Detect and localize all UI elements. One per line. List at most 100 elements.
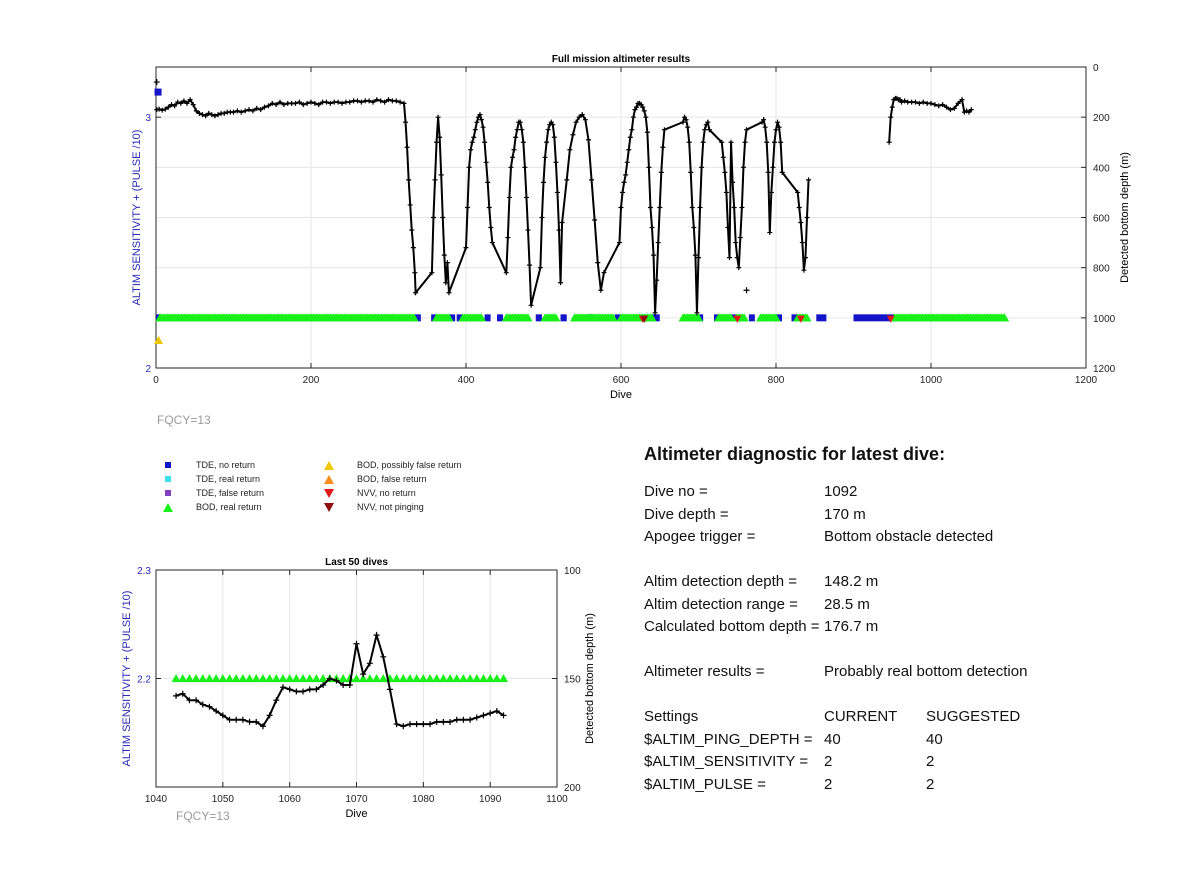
depth-point: [697, 204, 703, 210]
depth-point: [654, 277, 660, 283]
depth-point: [771, 139, 777, 145]
altim-marker-bod-real: [352, 674, 361, 683]
depth-point: [440, 215, 446, 220]
depth-point: [799, 240, 805, 246]
depth-point: [221, 110, 227, 116]
x-tick-label: 1080: [412, 794, 435, 805]
dive-no-label: Dive no =: [644, 483, 708, 500]
depth-point: [730, 179, 736, 185]
altim-marker-bod-real: [285, 674, 295, 683]
setting-row-ping-depth: $ALTIM_PING_DEPTH = 40 40: [644, 729, 1164, 752]
depth-point: [212, 113, 218, 119]
depth-point: [400, 723, 407, 730]
depth-point: [683, 117, 689, 123]
depth-point: [733, 240, 739, 246]
depth-point: [429, 270, 435, 276]
top-chart-xlabel: Dive: [610, 389, 632, 401]
depth-point: [437, 134, 443, 140]
y-right-tick-label: 800: [1093, 264, 1110, 275]
altim-marker-bod-real: [472, 674, 482, 683]
depth-point: [412, 270, 418, 276]
altim-marker-bod-real: [204, 674, 214, 683]
depth-point: [206, 110, 212, 116]
depth-point: [700, 139, 706, 145]
legend-label: NVV, no return: [357, 488, 416, 498]
depth-point: [193, 108, 199, 114]
depth-point: [696, 255, 701, 261]
depth-point: [649, 225, 655, 231]
depth-point: [647, 204, 653, 210]
depth-point: [186, 697, 193, 704]
depth-point: [508, 164, 514, 170]
depth-point: [644, 129, 650, 135]
depth-point: [465, 204, 471, 210]
dive-no-value: 1092: [824, 483, 858, 500]
altim-marker-tde-no-return: [652, 314, 660, 322]
depth-point: [740, 164, 746, 170]
depth-point: [595, 260, 601, 266]
depth-point: [541, 179, 546, 185]
depth-point: [765, 169, 771, 175]
altim-marker-bod-real: [465, 674, 475, 683]
altim-marker-bod-real: [551, 313, 561, 322]
setting-name: $ALTIM_PING_DEPTH =: [644, 730, 813, 748]
depth-point: [570, 132, 576, 138]
altim-detection-range-label: Altim detection range =: [644, 595, 798, 613]
depth-point: [347, 99, 353, 105]
altim-marker-tde-no-return: [614, 314, 621, 322]
depth-point: [190, 102, 196, 108]
depth-point: [795, 189, 801, 195]
depth-point: [723, 189, 729, 195]
depth-point: [293, 100, 298, 106]
depth-point: [539, 215, 545, 220]
bottom-chart: Last 50 dives Dive ALTIM SENSITIVITY + (…: [121, 557, 596, 820]
legend-label: TDE, false return: [196, 488, 265, 498]
green-triangle-up-icon: [162, 501, 174, 513]
altim-marker-bod-real: [318, 674, 328, 683]
altim-marker-bod-real: [432, 674, 442, 683]
depth-point: [433, 718, 440, 725]
depth-point: [932, 102, 938, 108]
altim-marker-bod-real: [418, 674, 428, 683]
red-triangle-down-icon: [323, 487, 335, 499]
altim-marker-bod-real: [171, 674, 181, 683]
legend-label: TDE, no return: [196, 460, 256, 470]
depth-point: [466, 164, 472, 170]
depth-point: [181, 98, 187, 104]
depth-point: [658, 169, 664, 175]
calculated-bottom-depth-label: Calculated bottom depth =: [644, 618, 820, 635]
depth-point: [273, 697, 280, 704]
depth-point: [487, 710, 494, 717]
depth-point: [503, 270, 509, 276]
altim-marker-bod-real: [445, 674, 455, 683]
depth-point: [482, 139, 488, 145]
depth-point: [661, 127, 667, 133]
y-right-tick-label: 150: [564, 675, 581, 686]
depth-point: [266, 712, 273, 719]
depth-point: [627, 134, 633, 140]
cyan-square-icon: [162, 473, 174, 485]
depth-point: [630, 114, 636, 120]
depth-point: [520, 139, 526, 145]
depth-point: [286, 686, 293, 693]
depth-point: [632, 107, 638, 113]
depth-point: [480, 712, 487, 719]
depth-point: [370, 99, 376, 105]
altim-marker-bod-real: [608, 313, 618, 322]
depth-point: [527, 262, 533, 268]
x-tick-label: 200: [303, 375, 320, 386]
x-tick-label: 1060: [279, 794, 302, 805]
depth-point: [485, 179, 491, 185]
depth-point: [744, 127, 750, 133]
depth-point: [480, 124, 486, 130]
altim-marker-bod-real: [258, 674, 268, 683]
depth-point: [265, 103, 271, 109]
apogee-trigger-row: Apogee trigger = Bottom obstacle detecte…: [644, 526, 1164, 549]
y-right-tick-label: 200: [1093, 113, 1110, 124]
depth-point: [397, 99, 403, 105]
settings-header-label: Settings: [644, 708, 699, 725]
depth-point: [629, 127, 635, 133]
altim-marker-bod-real: [405, 674, 415, 683]
depth-point: [685, 124, 691, 130]
